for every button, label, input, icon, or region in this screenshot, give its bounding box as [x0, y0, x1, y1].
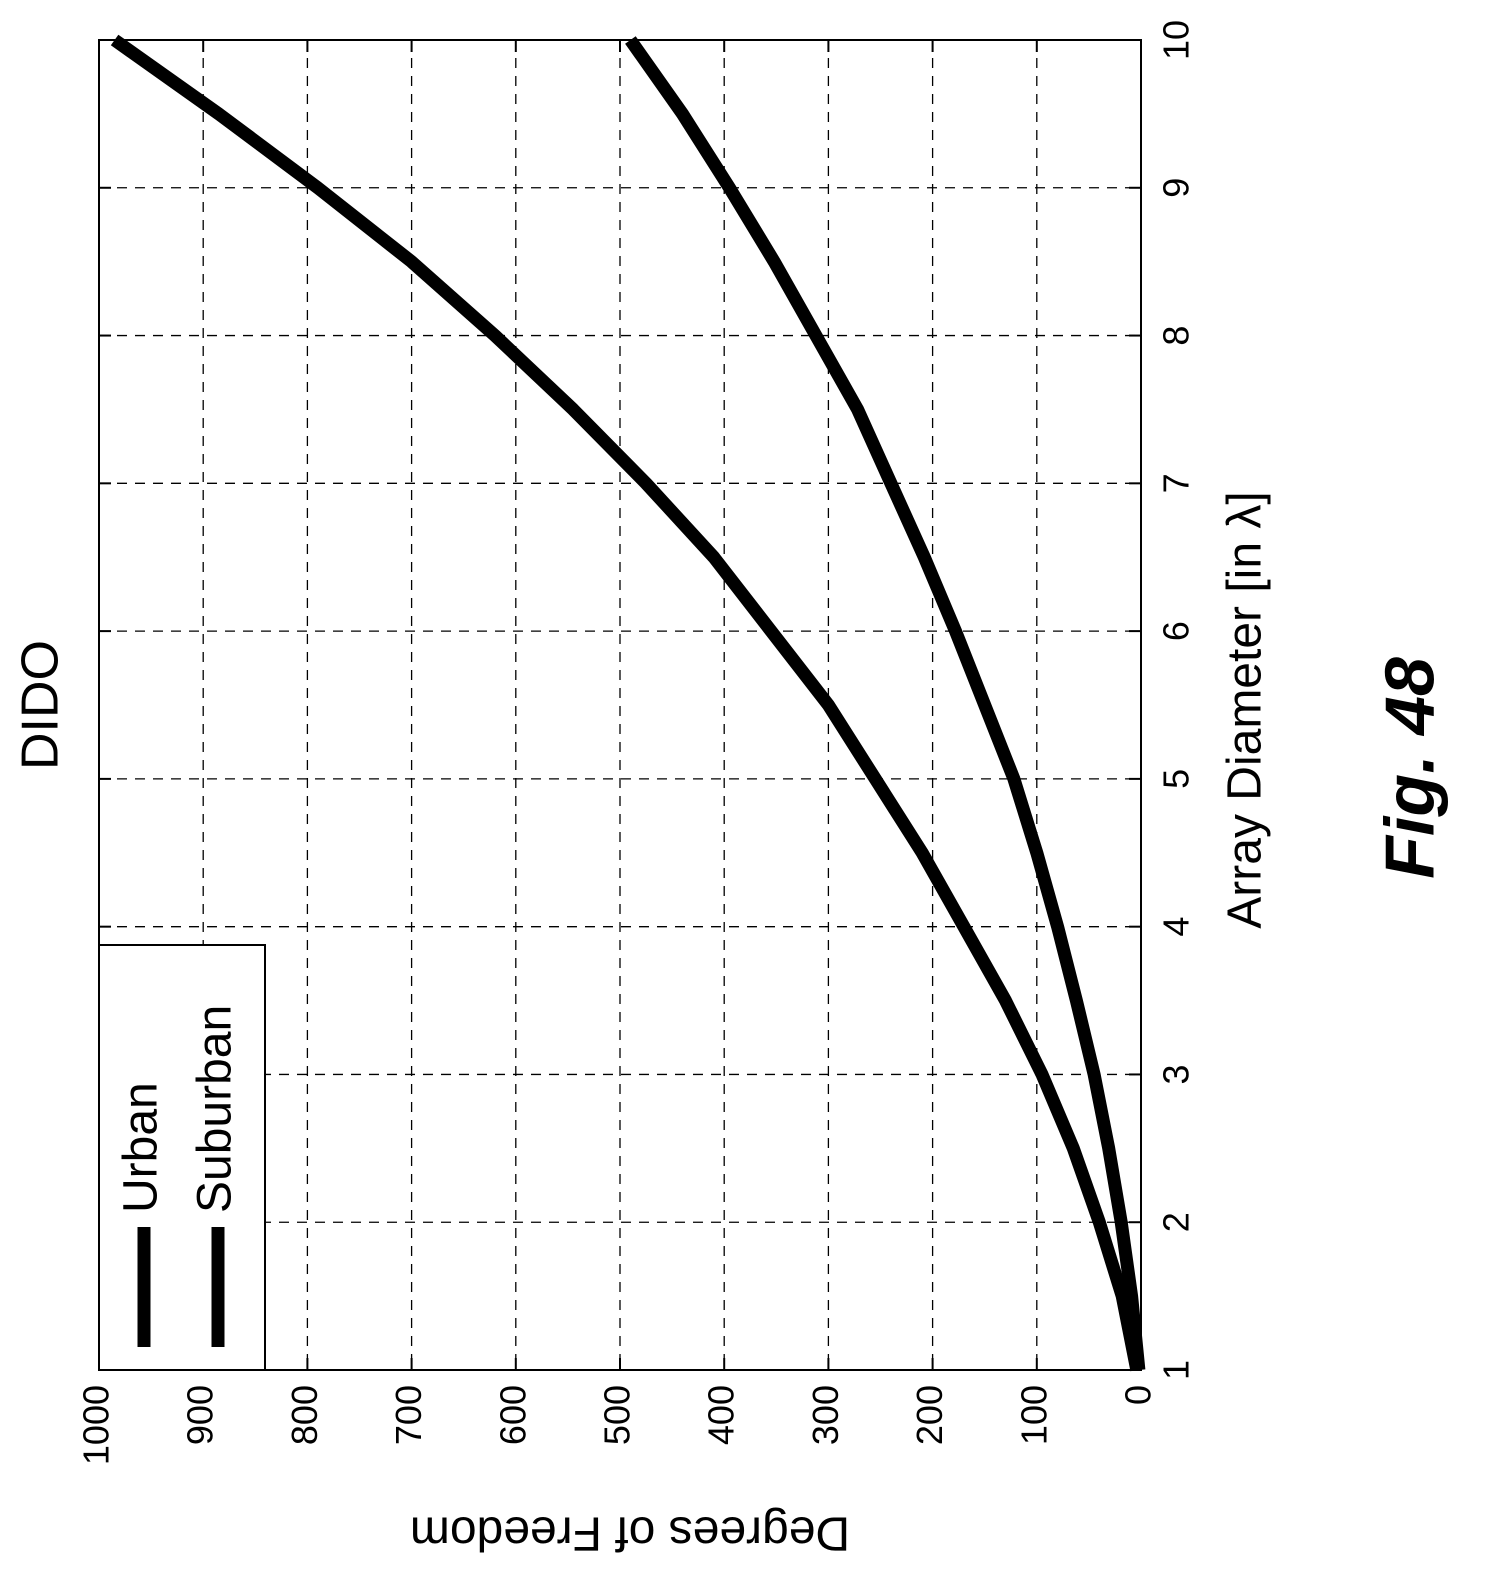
series-lines [115, 40, 1139, 1370]
y-tick-label-200: 200 [909, 1385, 950, 1445]
legend: Urban Suburban [99, 945, 265, 1370]
x-axis-title: Array Diameter [in λ] [1219, 491, 1272, 928]
y-tick-labels: 0 100 200 300 400 500 600 700 800 900 1000 [76, 1385, 1159, 1465]
y-tick-label-1000: 1000 [76, 1385, 117, 1465]
y-tick-label-500: 500 [597, 1385, 638, 1445]
x-tick-label-7: 7 [1156, 473, 1197, 493]
x-tick-label-10: 10 [1156, 20, 1197, 60]
y-tick-label-700: 700 [388, 1385, 429, 1445]
x-tick-label-1: 1 [1156, 1360, 1197, 1380]
x-tick-label-3: 3 [1156, 1064, 1197, 1084]
x-tick-label-8: 8 [1156, 326, 1197, 346]
y-tick-label-0: 0 [1118, 1385, 1159, 1405]
y-tick-label-300: 300 [805, 1385, 846, 1445]
figure-label: Fig. 48 [1370, 657, 1448, 879]
y-axis-title: Degrees of Freedom [410, 1506, 850, 1559]
y-tick-label-600: 600 [492, 1385, 533, 1445]
y-tick-label-400: 400 [701, 1385, 742, 1445]
x-tick-labels: 1 2 3 4 5 6 7 8 9 10 [1156, 20, 1197, 1380]
chart-title: DIDO [12, 640, 70, 770]
x-tick-label-6: 6 [1156, 621, 1197, 641]
series-line-suburban [630, 40, 1139, 1370]
x-tick-label-9: 9 [1156, 178, 1197, 198]
x-tick-label-4: 4 [1156, 917, 1197, 937]
y-tick-label-800: 800 [284, 1385, 325, 1445]
x-tick-label-2: 2 [1156, 1212, 1197, 1232]
legend-label-suburban: Suburban [189, 1005, 242, 1213]
x-tick-label-5: 5 [1156, 769, 1197, 789]
y-tick-label-100: 100 [1013, 1385, 1054, 1445]
y-tick-label-900: 900 [180, 1385, 221, 1445]
legend-label-urban: Urban [115, 1082, 168, 1213]
